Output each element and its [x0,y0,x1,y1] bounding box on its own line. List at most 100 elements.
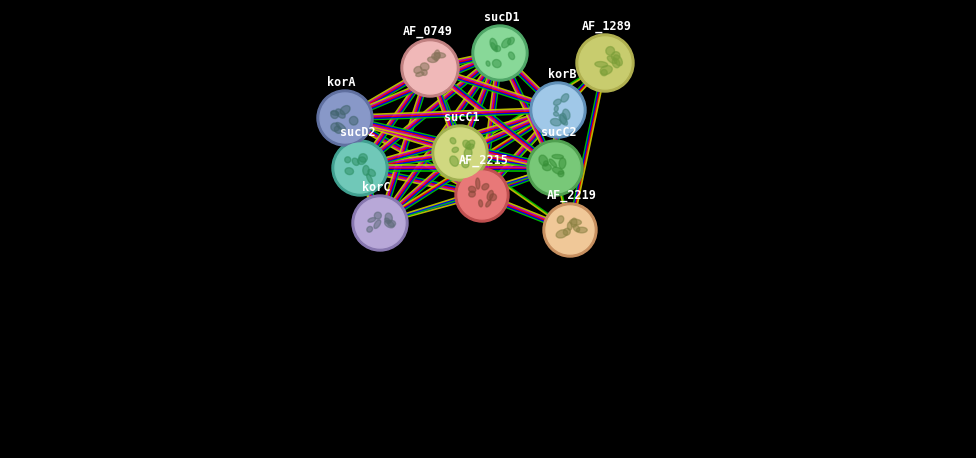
Ellipse shape [431,53,440,60]
Ellipse shape [487,191,493,200]
Ellipse shape [493,60,501,68]
Ellipse shape [466,140,474,149]
Ellipse shape [562,109,570,120]
Ellipse shape [452,147,459,153]
Ellipse shape [543,164,551,171]
Ellipse shape [375,212,382,219]
Ellipse shape [463,140,470,148]
Ellipse shape [490,38,497,50]
Ellipse shape [367,226,373,232]
Ellipse shape [462,160,469,168]
Ellipse shape [336,109,346,118]
Ellipse shape [414,66,422,73]
Ellipse shape [331,110,339,119]
Circle shape [458,171,506,219]
Ellipse shape [563,228,570,235]
Ellipse shape [573,225,580,232]
Ellipse shape [468,186,476,192]
Ellipse shape [560,113,566,124]
Circle shape [432,125,488,181]
Text: AF_2215: AF_2215 [459,154,508,167]
Circle shape [543,203,597,257]
Ellipse shape [549,159,556,167]
Circle shape [576,34,634,92]
Ellipse shape [552,167,564,174]
Circle shape [335,143,385,193]
Circle shape [579,37,631,89]
Ellipse shape [552,154,563,159]
Circle shape [475,28,525,78]
Ellipse shape [557,216,564,224]
Text: AF_2219: AF_2219 [548,189,597,202]
Ellipse shape [416,72,424,76]
Ellipse shape [374,220,381,229]
Ellipse shape [363,165,369,175]
Circle shape [352,195,408,251]
Ellipse shape [450,138,456,144]
Circle shape [317,90,373,146]
Ellipse shape [336,122,346,131]
Ellipse shape [556,230,568,238]
Ellipse shape [478,200,482,207]
Ellipse shape [570,219,582,225]
Ellipse shape [611,52,620,60]
Ellipse shape [331,123,340,131]
Ellipse shape [482,184,489,190]
Circle shape [546,206,594,254]
Ellipse shape [385,218,390,224]
Ellipse shape [422,70,427,76]
Ellipse shape [349,116,358,125]
Circle shape [530,143,580,193]
Circle shape [320,93,370,143]
Ellipse shape [331,111,339,115]
Ellipse shape [567,222,572,230]
Ellipse shape [559,158,566,169]
Ellipse shape [571,218,577,227]
Ellipse shape [367,174,373,184]
Circle shape [404,42,456,94]
Ellipse shape [434,50,440,61]
Circle shape [455,168,509,222]
Ellipse shape [577,227,588,233]
Ellipse shape [345,157,350,163]
Ellipse shape [475,178,480,189]
Ellipse shape [559,114,567,125]
Text: korC: korC [362,181,390,194]
Ellipse shape [427,57,437,62]
Ellipse shape [614,55,623,65]
Ellipse shape [601,70,607,76]
Ellipse shape [340,105,350,114]
Ellipse shape [612,58,620,68]
Ellipse shape [346,168,353,174]
Text: AF_1289: AF_1289 [582,20,631,33]
Ellipse shape [561,94,569,102]
Text: sucC1: sucC1 [444,111,480,124]
Ellipse shape [554,106,558,112]
Ellipse shape [386,213,392,223]
Ellipse shape [368,169,376,176]
Ellipse shape [550,119,561,126]
Text: korA: korA [327,76,355,89]
Circle shape [332,140,388,196]
Ellipse shape [491,43,498,52]
Ellipse shape [558,171,564,177]
Ellipse shape [495,46,501,51]
Circle shape [435,128,485,178]
Ellipse shape [467,144,474,149]
Ellipse shape [508,52,514,60]
Ellipse shape [368,218,376,222]
Ellipse shape [544,161,549,166]
Circle shape [530,82,586,138]
Ellipse shape [468,191,475,197]
Ellipse shape [421,63,429,71]
Ellipse shape [357,157,366,164]
Ellipse shape [490,194,497,201]
Ellipse shape [502,38,510,48]
Ellipse shape [486,61,490,66]
Ellipse shape [385,220,394,228]
Ellipse shape [607,56,617,64]
Text: sucD2: sucD2 [341,126,376,139]
Ellipse shape [335,126,342,133]
Circle shape [527,140,583,196]
Ellipse shape [553,112,558,116]
